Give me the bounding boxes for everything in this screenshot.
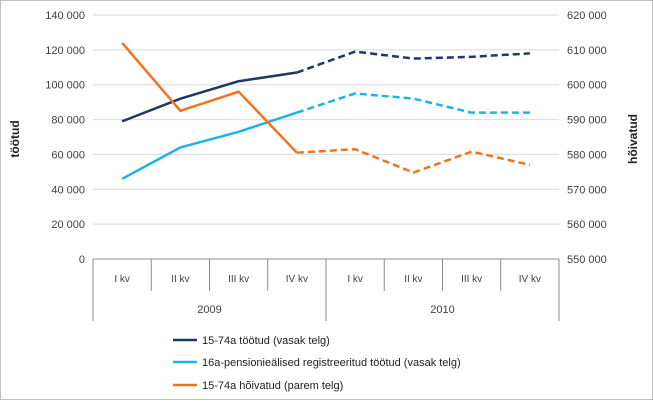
legend-label: 15-74a töötud (vasak telg) bbox=[202, 335, 330, 347]
series-line-1-dashed bbox=[296, 50, 530, 74]
left-axis-tick-label: 60 000 bbox=[51, 149, 85, 161]
left-axis-tick-label: 20 000 bbox=[51, 219, 85, 231]
group-label: 2010 bbox=[430, 304, 454, 316]
right-axis-tick-label: 550 000 bbox=[567, 254, 607, 266]
category-label: III kv bbox=[228, 274, 249, 285]
right-axis-tick-label: 600 000 bbox=[567, 80, 607, 92]
right-axis-tick-label: 610 000 bbox=[567, 45, 607, 57]
right-axis-tick-labels: 550 000 560 000 570 000 580 000 590 000 600 0… bbox=[567, 10, 607, 266]
series-line-1-solid bbox=[121, 71, 298, 123]
legend-label: 15-74a hõivatud (parem telg) bbox=[202, 380, 343, 392]
category-label: IV kv bbox=[286, 274, 308, 285]
category-label: II kv bbox=[404, 274, 422, 285]
left-axis-tick-label: 40 000 bbox=[51, 184, 85, 196]
left-axis-tick-label: 140 000 bbox=[45, 10, 85, 22]
series-line-3-solid bbox=[121, 42, 298, 154]
left-axis-tick-label: 80 000 bbox=[51, 115, 85, 127]
right-axis-tick-label: 620 000 bbox=[567, 10, 607, 22]
category-label: III kv bbox=[461, 274, 482, 285]
gridlines bbox=[93, 14, 559, 225]
category-label: II kv bbox=[171, 274, 189, 285]
series-line-3-dashed bbox=[296, 147, 531, 174]
category-axis: I kv II kv III kv IV kv I kv II kv III kv IV kv… bbox=[92, 259, 560, 321]
left-axis-tick-labels: 0 20 000 40 000 60 000 80 000 100 000 120 000 1… bbox=[45, 10, 85, 266]
category-label: I kv bbox=[347, 274, 363, 285]
category-label: IV kv bbox=[519, 274, 541, 285]
left-axis-title: töötud bbox=[8, 120, 22, 157]
legend-label: 16a-pensionieälised registreeritud töötu… bbox=[202, 357, 461, 369]
left-axis-tick-label: 100 000 bbox=[45, 80, 85, 92]
right-axis-tick-label: 590 000 bbox=[567, 115, 607, 127]
right-axis-tick-label: 580 000 bbox=[567, 149, 607, 161]
category-label: I kv bbox=[114, 274, 130, 285]
right-axis-tick-label: 560 000 bbox=[567, 219, 607, 231]
group-label: 2009 bbox=[197, 304, 221, 316]
left-axis-tick-label: 0 bbox=[79, 254, 85, 266]
series-lines bbox=[121, 42, 531, 180]
series-line-2-dashed bbox=[296, 92, 530, 114]
legend: 15-74a töötud (vasak telg) 16a-pensionieä… bbox=[173, 335, 461, 392]
left-axis-tick-label: 120 000 bbox=[45, 45, 85, 57]
right-axis-tick-label: 570 000 bbox=[567, 184, 607, 196]
right-axis-title: hõivatud bbox=[626, 114, 640, 164]
series-line-2-solid bbox=[121, 111, 298, 180]
